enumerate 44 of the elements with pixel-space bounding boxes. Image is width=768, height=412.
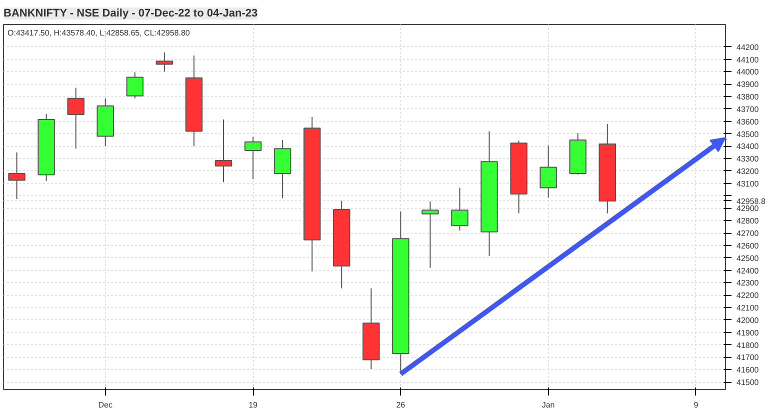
annotation: O:43417.50, H:43578.40, L:42858.65, CL:42958.80: [8, 28, 190, 38]
y-tick-label: 44000: [736, 68, 760, 77]
y-tick-label: 43200: [736, 166, 760, 176]
y-tick-label: 42300: [736, 278, 760, 288]
candlestick: [451, 187, 468, 232]
y-tick-label: 41800: [736, 340, 760, 350]
x-tick-label: 9: [694, 400, 699, 410]
x-tick-label: 26: [396, 400, 406, 410]
y-tick-label: 43400: [736, 142, 760, 152]
y-tick-label: 44200: [736, 42, 760, 52]
candlestick: [67, 87, 84, 150]
candlestick: [8, 152, 26, 200]
candlestick: [244, 136, 262, 180]
y-tick-label: 41600: [736, 366, 760, 375]
y-tick-label: 42000: [736, 316, 760, 325]
y-tick-label: 42700: [736, 229, 760, 238]
y-tick-label: 41900: [736, 328, 760, 338]
y-tick-label: 43100: [736, 179, 760, 188]
y-tick-label: 42900: [736, 204, 760, 214]
x-tick-label: 19: [248, 400, 258, 410]
candlestick: [156, 52, 174, 72]
y-tick-label: 44100: [736, 55, 760, 64]
candlestick: [126, 72, 144, 99]
y-tick-label: 43600: [736, 117, 760, 126]
y-tick-label: 42600: [736, 241, 760, 250]
y-tick-label: 43500: [736, 130, 760, 139]
y-tick-label: 41700: [736, 353, 760, 362]
y-tick-label: 43700: [736, 104, 760, 114]
y-tick-label: 43900: [736, 80, 760, 90]
candlestick: [422, 200, 439, 268]
candlestick: [214, 118, 232, 183]
y-tick-label: 42500: [736, 254, 760, 263]
y-tick-label: 42800: [736, 216, 760, 226]
y-tick-label: 42200: [736, 291, 760, 300]
y-tick-label: 41500: [736, 378, 760, 388]
x-tick-label: Jan: [542, 400, 555, 410]
y-tick-label: 43300: [736, 154, 760, 164]
y-tick-label: 42958.8: [736, 196, 766, 206]
candlestick: [540, 145, 557, 198]
y-tick-label: 43800: [736, 92, 760, 102]
y-tick-label: 42100: [736, 304, 760, 313]
x-tick-label: Dec: [98, 400, 112, 410]
y-tick-label: 42400: [736, 266, 760, 276]
chart-title: BANKNIFTY - NSE Daily - 07-Dec-22 to 04-Jan-23: [4, 8, 258, 20]
